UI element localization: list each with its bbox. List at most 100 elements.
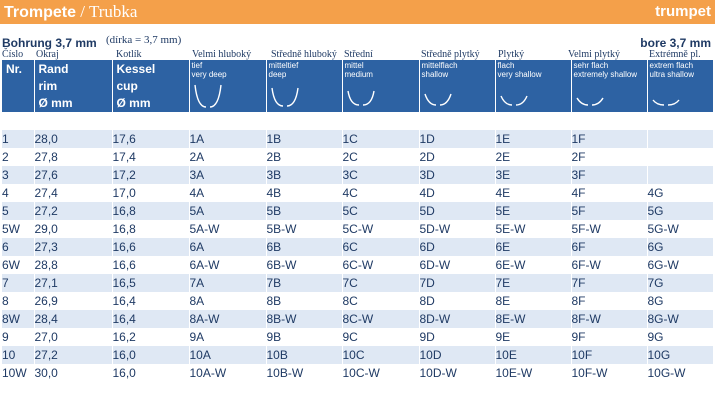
- header-depth-medium: mittel medium: [342, 60, 420, 112]
- header-cup-en: cup: [116, 79, 138, 93]
- table-cell: 1: [2, 130, 35, 148]
- table-body: 1 28,0 17,6 1A 1B 1C 1D 1E 1F 2 27,8 17,4 2A 2B 2C 2D 2E…: [2, 112, 714, 382]
- table-cell: 17,6: [112, 130, 190, 148]
- table-cell: 4F: [571, 184, 648, 202]
- header-depth-deep: mitteltief deep: [266, 60, 343, 112]
- table-cell: [647, 166, 714, 184]
- table-cell: 6C-W: [342, 256, 420, 274]
- czech-header-row: Číslo Okraj Kotlík Velmi hluboký Středně…: [0, 49, 715, 60]
- table-cell: 10E: [495, 346, 572, 364]
- table-row: 4 27,4 17,0 4A 4B 4C 4D 4E 4F 4G: [2, 184, 714, 202]
- table-cell: 7A: [189, 274, 267, 292]
- table-cell: 10G: [647, 346, 714, 364]
- table-cell: 8E-W: [495, 310, 572, 328]
- table-cell: 4: [2, 184, 35, 202]
- cz-header-extremely-shallow: Velmi plytký: [568, 49, 620, 60]
- bore-info: Bohrung 3,7 mm (dírka = 3,7 mm) bore 3,7…: [0, 34, 715, 50]
- table-cell: 27,4: [34, 184, 113, 202]
- table-cell: 8C: [342, 292, 420, 310]
- cup-profile-very-deep-icon: [193, 84, 222, 108]
- table-cell: 5C: [342, 202, 420, 220]
- table-row: 9 27,0 16,2 9A 9B 9C 9D 9E 9F 9G: [2, 328, 714, 346]
- header-nr: Nr.: [2, 60, 35, 112]
- table-cell: 9G: [647, 328, 714, 346]
- bore-german: Bohrung 3,7 mm: [2, 36, 97, 50]
- table-cell: 8C-W: [342, 310, 420, 328]
- header-depth-shallow: mittelflach shallow: [419, 60, 496, 112]
- table-cell: 4G: [647, 184, 714, 202]
- cup-profile-deep-icon: [270, 87, 299, 107]
- table-cell: 9B: [266, 328, 343, 346]
- table-row: 2 27,8 17,4 2A 2B 2C 2D 2E 2F: [2, 148, 714, 166]
- table-cell: 6: [2, 238, 35, 256]
- cz-header-deep: Středně hluboký: [271, 49, 337, 60]
- table-cell: 1B: [266, 130, 343, 148]
- table-cell: 5F: [571, 202, 648, 220]
- table-row: 5 27,2 16,8 5A 5B 5C 5D 5E 5F 5G: [2, 202, 714, 220]
- table-cell: 9: [2, 328, 35, 346]
- table-cell: 7E: [495, 274, 572, 292]
- table-cell: 5F-W: [571, 220, 648, 238]
- table-cell: 6C: [342, 238, 420, 256]
- table-cell: 16,0: [112, 346, 190, 364]
- table-cell: 1D: [419, 130, 496, 148]
- header-depth-very-shallow: flach very shallow: [495, 60, 572, 112]
- table-cell: 27,0: [34, 328, 113, 346]
- bore-english: bore 3,7 mm: [640, 36, 711, 50]
- table-cell: 6D: [419, 238, 496, 256]
- table-cell: 8A: [189, 292, 267, 310]
- table-row: 8 26,9 16,4 8A 8B 8C 8D 8E 8F 8G: [2, 292, 714, 310]
- title-czech: Trubka: [88, 2, 138, 21]
- table-cell: 5D: [419, 202, 496, 220]
- table-cell: 27,2: [34, 346, 113, 364]
- cup-profile-shallow-icon: [423, 93, 452, 106]
- table-cell: 9E: [495, 328, 572, 346]
- table-cell: 6F: [571, 238, 648, 256]
- table-cell: 10A: [189, 346, 267, 364]
- table-cell: 3B: [266, 166, 343, 184]
- table-cell: 10: [2, 346, 35, 364]
- table-cell: 6B: [266, 238, 343, 256]
- table-cell: 4A: [189, 184, 267, 202]
- table-cell: 2F: [571, 148, 648, 166]
- table-cell: 1A: [189, 130, 267, 148]
- cz-header-medium: Střední: [344, 49, 373, 60]
- table-cell: 3A: [189, 166, 267, 184]
- cz-header-number: Číslo: [2, 49, 24, 60]
- table-cell: 16,8: [112, 220, 190, 238]
- table-cell: 1F: [571, 130, 648, 148]
- table-cell: 8D-W: [419, 310, 496, 328]
- table-cell: 9F: [571, 328, 648, 346]
- table-cell: 4E: [495, 184, 572, 202]
- table-row: 10 27,2 16,0 10A 10B 10C 10D 10E 10F 10G: [2, 346, 714, 364]
- table-cell: 5E-W: [495, 220, 572, 238]
- table-cell: 7C: [342, 274, 420, 292]
- table-cell: 8G: [647, 292, 714, 310]
- table-cell: 1C: [342, 130, 420, 148]
- table-cell: 10E-W: [495, 364, 572, 382]
- table-cell: 3D: [419, 166, 496, 184]
- table-cell: 10D-W: [419, 364, 496, 382]
- table-cell: 5: [2, 202, 35, 220]
- table-cell: 3E: [495, 166, 572, 184]
- header-cup-unit: Ø mm: [116, 96, 151, 110]
- table-cell: 1E: [495, 130, 572, 148]
- table-cell: 6A-W: [189, 256, 267, 274]
- table-cell: 2A: [189, 148, 267, 166]
- table-cell: 10A-W: [189, 364, 267, 382]
- table-row: 7 27,1 16,5 7A 7B 7C 7D 7E 7F 7G: [2, 274, 714, 292]
- cz-header-very-shallow: Plytký: [498, 49, 525, 60]
- header-cup-de: Kessel: [116, 62, 156, 76]
- table-cell: 3C: [342, 166, 420, 184]
- table-cell: 9C: [342, 328, 420, 346]
- table-cell: [647, 148, 714, 166]
- table-cell: 4C: [342, 184, 420, 202]
- table-row: 8W 28,4 16,4 8A-W 8B-W 8C-W 8D-W 8E-W 8F-W 8G-W: [2, 310, 714, 328]
- table-cell: 7G: [647, 274, 714, 292]
- cz-header-cup: Kotlík: [116, 49, 142, 60]
- table-cell: 17,4: [112, 148, 190, 166]
- table-cell: 27,1: [34, 274, 113, 292]
- table-cell: 26,9: [34, 292, 113, 310]
- cup-profile-very-shallow-icon: [499, 95, 528, 106]
- table-row: 1 28,0 17,6 1A 1B 1C 1D 1E 1F: [2, 130, 714, 148]
